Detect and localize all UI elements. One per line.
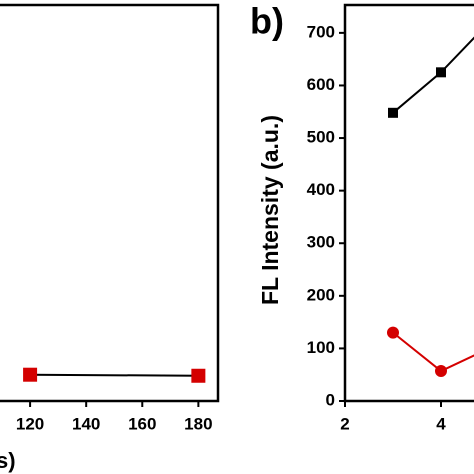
y-tick-label: 0	[326, 390, 335, 409]
marker	[435, 365, 447, 378]
plot-frame	[0, 3, 220, 403]
x-axis-label: s)	[0, 448, 16, 473]
x-tick-label: 180	[184, 414, 212, 433]
series-line	[30, 373, 199, 377]
x-tick-label: 160	[128, 414, 156, 433]
series-line	[392, 331, 474, 373]
x-tick-label: 4	[436, 414, 446, 433]
x-tick-label: 140	[72, 414, 100, 433]
marker	[436, 67, 446, 78]
marker	[388, 107, 398, 118]
y-axis-label: FL Intensity (a.u.)	[257, 115, 283, 305]
panel-label: b)	[250, 1, 284, 42]
plot-area	[387, 36, 474, 378]
y-tick-label: 400	[307, 180, 335, 199]
marker	[387, 326, 399, 339]
marker	[23, 367, 38, 382]
y-tick-label: 200	[307, 285, 335, 304]
y-tick-label: 700	[307, 22, 335, 41]
x-tick-label: 120	[16, 414, 44, 433]
series-line	[392, 36, 474, 114]
x-tick-label: 2	[340, 414, 349, 433]
y-tick-label: 300	[307, 233, 335, 252]
y-tick-label: 600	[307, 75, 335, 94]
plot-area	[23, 367, 206, 383]
y-tick-label: 100	[307, 338, 335, 357]
plot-frame	[343, 3, 474, 403]
y-tick-label: 500	[307, 128, 335, 147]
marker	[191, 368, 206, 383]
